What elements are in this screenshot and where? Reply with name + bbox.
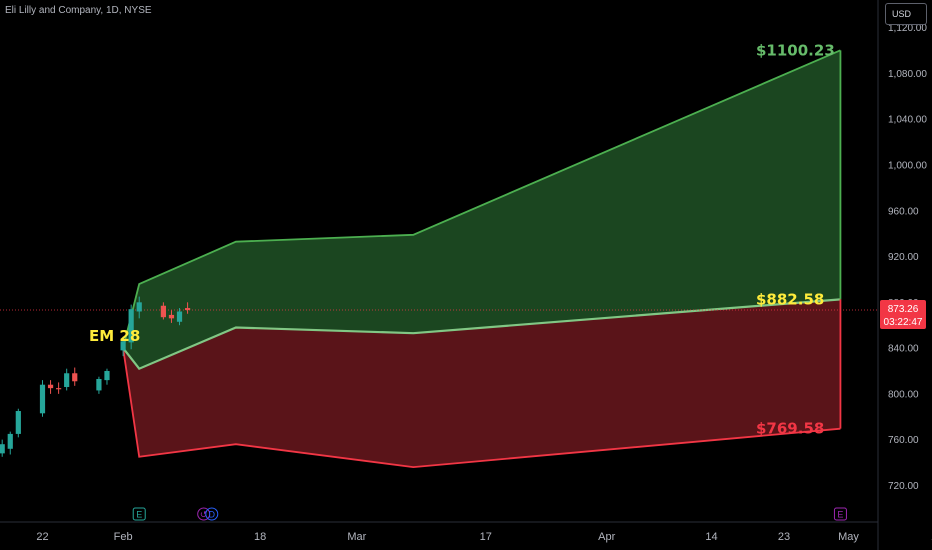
candle-body[interactable] [128,309,134,343]
candle-body[interactable] [72,373,78,382]
em-label: EM 28 [89,327,140,345]
event-marker-label: E [837,510,843,520]
x-tick-label: 23 [778,531,790,543]
x-tick-label: 14 [705,531,717,543]
lower-bound-line [122,347,841,469]
upper-price-label: $1100.23 [756,41,835,59]
y-tick-label: 1,040.00 [888,115,927,126]
x-tick-label: May [838,531,859,543]
candle-body[interactable] [160,305,166,318]
chart-title: Eli Lilly and Company, 1D, NYSE [5,5,152,16]
x-tick-label: Apr [598,531,615,543]
y-tick-label: 800.00 [888,389,919,400]
candle-body[interactable] [39,384,46,414]
currency-button[interactable]: USD [885,3,927,25]
mid-price-label: $882.58 [756,290,824,308]
y-tick-label: 920.00 [888,252,919,263]
upper-bound-line [122,49,841,349]
y-tick-label: 1,080.00 [888,69,927,80]
candle-body[interactable] [120,341,126,351]
y-tick-label: 1,000.00 [888,161,927,172]
candle-body[interactable] [176,311,183,322]
y-tick-label: 840.00 [888,344,919,355]
y-tick-label: 720.00 [888,481,919,492]
x-tick-label: Mar [347,531,366,543]
y-tick-label: 1,120.00 [888,23,927,34]
candle-body[interactable] [64,373,70,387]
candle-body[interactable] [184,308,191,311]
y-tick-label: 960.00 [888,206,919,217]
event-marker-label: E [136,510,142,520]
earnings-event-marker[interactable] [132,507,146,521]
event-marker-label: ↺ [200,510,208,520]
event-marker[interactable] [197,507,211,521]
last-price-tag [880,300,926,330]
last-price-value: 873.26 [888,304,919,315]
lower-band-area [123,299,841,468]
candle-body[interactable] [56,388,62,390]
countdown-timer: 03:22:47 [884,317,923,328]
earnings-event-marker[interactable] [833,507,847,521]
x-tick-label: 18 [254,531,266,543]
upper-band-area [123,50,841,369]
candle-body[interactable] [7,433,13,449]
x-tick-label: 17 [480,531,492,543]
candle-body[interactable] [15,411,21,434]
candle-body[interactable] [136,302,142,312]
candle-body[interactable] [104,370,110,381]
x-tick-label: Feb [114,531,133,543]
candle-body[interactable] [47,384,54,389]
candle-body[interactable] [96,378,102,391]
mid-line [122,298,841,371]
x-tick-label: 22 [36,531,48,543]
event-marker-label: D [209,510,216,520]
candle-body[interactable] [0,444,5,454]
y-tick-label: 760.00 [888,435,919,446]
lower-price-label: $769.58 [756,420,824,438]
candle-body[interactable] [168,314,175,319]
event-marker[interactable] [205,507,219,521]
